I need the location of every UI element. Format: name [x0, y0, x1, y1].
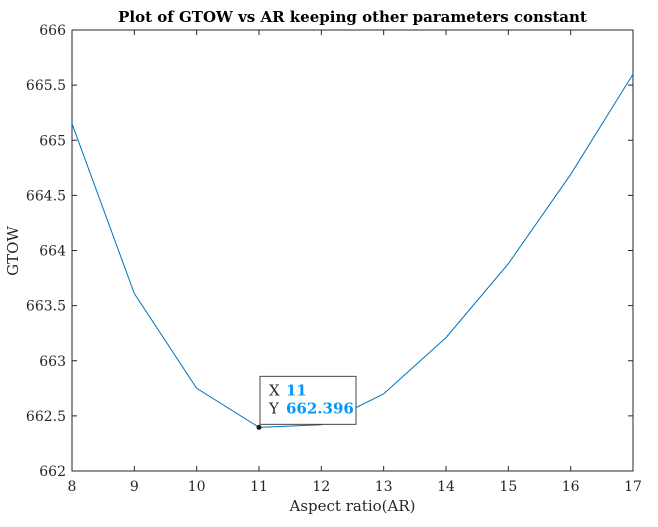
series-line[interactable]: [71, 73, 634, 428]
datatip-x-value: 11: [286, 381, 307, 399]
datatip-box: [259, 375, 357, 425]
x-axis-label: Aspect ratio(AR): [288, 497, 415, 515]
x-tick-label: 12: [312, 479, 330, 495]
y-tick-label: 665: [39, 133, 66, 149]
y-tick-label: 662: [39, 464, 66, 480]
y-tick-label: 666: [39, 23, 66, 39]
datatip-y-key: Y: [268, 399, 280, 417]
x-tick-label: 15: [499, 479, 517, 495]
chart-title: Plot of GTOW vs AR keeping other paramet…: [118, 8, 587, 26]
x-tick-label: 13: [375, 479, 393, 495]
y-axis-label: GTOW: [4, 226, 22, 276]
datatip-x-key: X: [269, 381, 280, 399]
x-tick-label: 10: [188, 479, 206, 495]
y-tick-label: 662.5: [26, 409, 66, 425]
x-tick-label: 14: [437, 479, 455, 495]
x-tick-label: 11: [250, 479, 268, 495]
x-tick-label: 8: [68, 479, 77, 495]
y-tick-label: 663: [39, 354, 66, 370]
datatip-y-value: 662.396: [286, 399, 354, 417]
x-tick-label: 16: [562, 479, 580, 495]
y-tick-label: 664.5: [26, 188, 66, 204]
y-tick-label: 664: [39, 244, 66, 260]
plot-area: 8 9 10 11 12 13 14 15 16 17 662 662.5 663 663.5 664 664…: [26, 23, 642, 495]
x-tick-label: 17: [624, 479, 642, 495]
x-tick-label: 9: [130, 479, 139, 495]
datatip-marker[interactable]: [256, 424, 262, 430]
y-tick-label: 665.5: [26, 78, 66, 94]
y-tick-label: 663.5: [26, 299, 66, 315]
